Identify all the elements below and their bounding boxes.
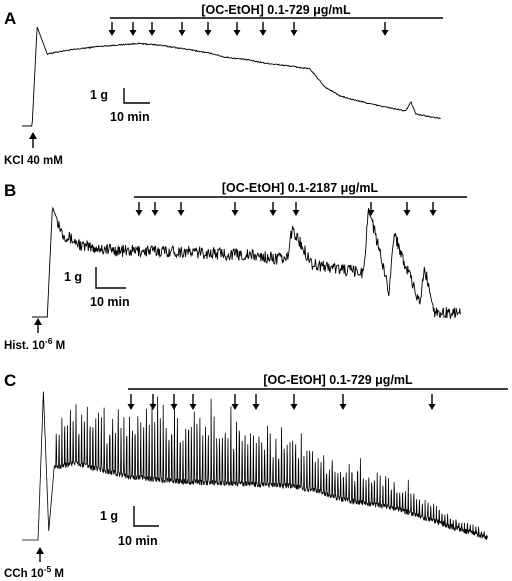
panel-c-scale-force: 1 g	[100, 509, 118, 523]
addition-arrow	[135, 202, 143, 216]
addition-arrow	[367, 202, 375, 216]
addition-arrow	[189, 394, 197, 410]
panel-a-addition-arrows	[108, 22, 389, 36]
addition-arrow	[204, 22, 212, 36]
panel-a-treatment-label: [OC-EtOH] 0.1-729 μg/mL	[201, 3, 351, 17]
panel-b: B [OC-EtOH] 0.1-2187 μg/mL 1 g 10 min Hi…	[4, 181, 467, 352]
addition-arrow	[381, 22, 389, 36]
addition-arrow	[178, 22, 186, 36]
addition-arrow	[290, 22, 298, 36]
panel-a-scale-force: 1 g	[90, 88, 108, 102]
panel-b-scale-bar	[95, 267, 126, 289]
panel-a-trace	[22, 26, 441, 127]
panel-b-trace	[32, 206, 461, 319]
addition-arrow	[149, 394, 157, 410]
panel-c-scale-bar	[133, 506, 159, 527]
panel-b-scale-force: 1 g	[64, 270, 82, 284]
panel-c-addition-arrows	[127, 394, 436, 410]
addition-arrow	[269, 202, 277, 216]
panel-c-stimulus-arrow	[36, 547, 44, 562]
addition-arrow	[428, 394, 436, 410]
addition-arrow	[403, 202, 411, 216]
panel-c-treatment-label: [OC-EtOH] 0.1-729 μg/mL	[263, 373, 413, 387]
addition-arrow	[108, 22, 116, 36]
panel-c: C [OC-EtOH] 0.1-729 μg/mL 1 g 10 min CCh…	[4, 371, 508, 580]
addition-arrow	[127, 394, 135, 410]
addition-arrow	[292, 202, 300, 216]
addition-arrow	[233, 22, 241, 36]
panel-a-stimulus-label: KCl 40 mM	[4, 155, 63, 167]
addition-arrow	[231, 394, 239, 410]
panel-b-letter: B	[4, 181, 16, 200]
addition-arrow	[148, 22, 156, 36]
panel-b-treatment-label: [OC-EtOH] 0.1-2187 μg/mL	[222, 181, 379, 195]
panel-c-letter: C	[4, 371, 16, 390]
addition-arrow	[429, 202, 437, 216]
panel-a-scale-bar	[123, 88, 150, 104]
addition-arrow	[177, 202, 185, 216]
panel-b-addition-arrows	[135, 202, 437, 216]
panel-a-stimulus-arrow	[29, 132, 37, 148]
addition-arrow	[252, 394, 260, 410]
panel-c-trace	[22, 391, 488, 541]
addition-arrow	[259, 22, 267, 36]
addition-arrow	[170, 394, 178, 410]
addition-arrow	[290, 394, 298, 410]
addition-arrow	[231, 202, 239, 216]
panel-b-stimulus-arrow	[34, 318, 42, 333]
addition-arrow	[339, 394, 347, 410]
panel-c-stimulus-label: CCh 10-5 M	[4, 564, 64, 580]
addition-arrow	[151, 202, 159, 216]
panel-b-scale-time: 10 min	[90, 295, 130, 309]
addition-arrow	[129, 22, 137, 36]
panel-c-scale-time: 10 min	[118, 534, 158, 548]
panel-b-stimulus-label: Hist. 10-6 M	[4, 336, 65, 352]
panel-a-letter: A	[4, 9, 16, 28]
panel-a: A [OC-EtOH] 0.1-729 μg/mL 1 g 10 min KCl…	[4, 3, 443, 167]
panel-a-scale-time: 10 min	[110, 110, 150, 124]
